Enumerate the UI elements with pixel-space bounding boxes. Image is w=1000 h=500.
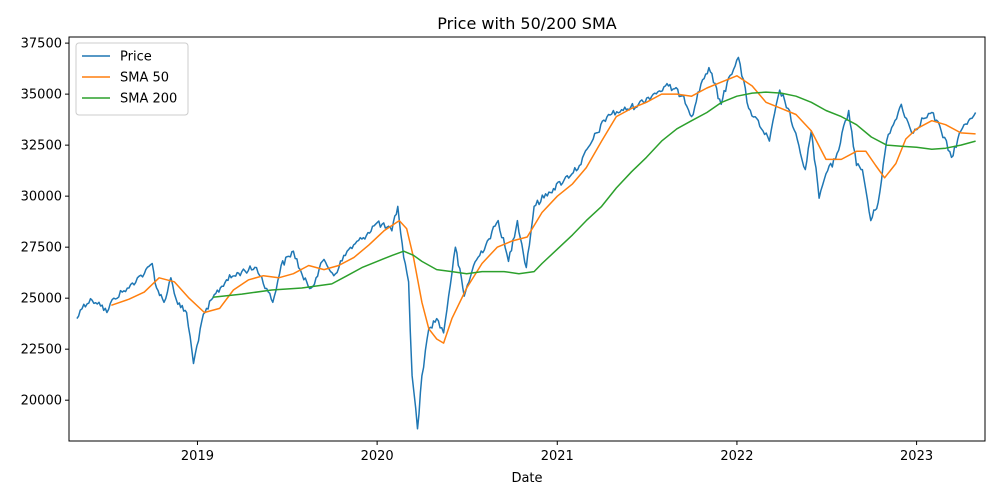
y-tick-label: 35000 [21,88,62,103]
legend-label: SMA 200 [120,92,177,107]
legend-entries: Price SMA 50 SMA 200 [82,50,177,107]
x-tick-label: 2020 [361,449,394,464]
series-line-sma-200 [212,91,976,298]
y-tick-label: 20000 [21,394,62,409]
x-tick-label: 2019 [181,449,214,464]
y-tick-label: 22500 [21,343,62,358]
x-tick-label: 2021 [541,449,574,464]
chart-title: Price with 50/200 SMA [437,14,616,33]
y-tick-label: 30000 [21,190,62,205]
x-tick-label: 2023 [900,449,933,464]
y-tick-label: 32500 [21,139,62,154]
y-tick-label: 27500 [21,241,62,256]
legend-label: SMA 50 [120,71,169,86]
y-axis: 20000 22500 25000 27500 30000 32500 35000 37500 [21,37,69,409]
x-axis-label: Date [511,471,542,486]
legend: Price SMA 50 SMA 200 [75,42,189,116]
y-tick-label: 37500 [21,37,62,52]
series-layer [76,56,977,430]
plot-area [68,36,986,442]
y-tick-label: 25000 [21,292,62,307]
series-line-price [76,56,977,430]
series-line-sma-50 [111,75,976,344]
legend-label: Price [120,50,152,65]
x-tick-label: 2022 [720,449,753,464]
legend-box [75,42,189,116]
x-axis: 2019 2020 2021 2022 2023 [181,441,933,464]
